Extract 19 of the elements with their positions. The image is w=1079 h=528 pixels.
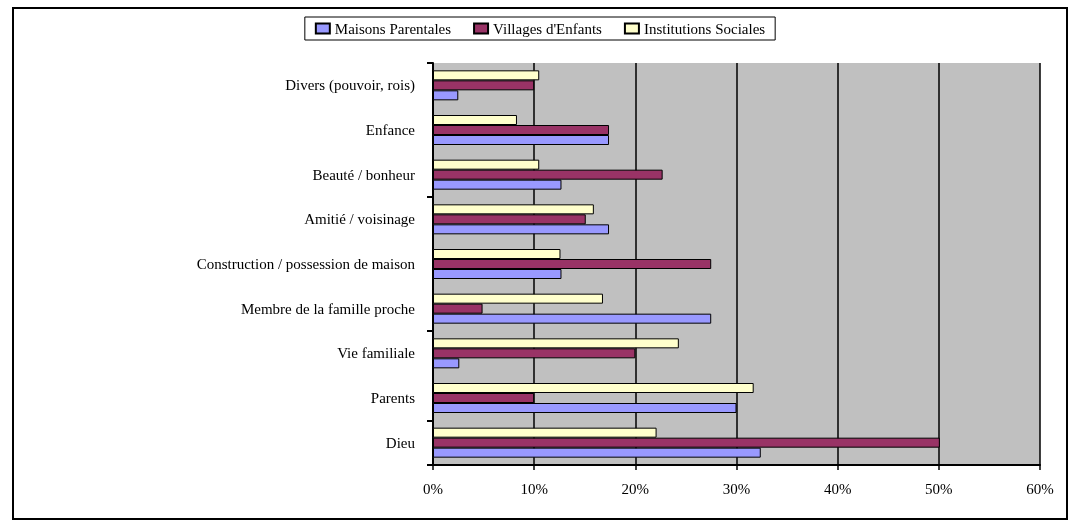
x-tick-label: 40% xyxy=(823,480,852,497)
y-tick-label: Construction / possession de maison xyxy=(196,256,416,272)
legend-label: Villages d'Enfants xyxy=(493,20,603,37)
x-tick-label: 0% xyxy=(423,480,443,497)
x-tick-label: 20% xyxy=(621,480,650,497)
legend-label: Maisons Parentales xyxy=(334,20,452,37)
y-tick-label: Divers (pouvoir, rois) xyxy=(285,77,415,95)
y-tick-label: Enfance xyxy=(365,122,416,138)
x-tick-label: 10% xyxy=(520,480,548,497)
x-tick-label: 50% xyxy=(925,480,953,497)
y-tick-label: Amitié / voisinage xyxy=(304,211,416,228)
y-tick-label: Parents xyxy=(370,390,416,406)
x-tick-label: 30% xyxy=(722,480,751,497)
y-tick-label: Dieu xyxy=(385,434,416,451)
y-tick-label: Vie familiale xyxy=(337,345,416,362)
x-tick-label: 60% xyxy=(1026,480,1054,497)
y-tick-label: Membre de la famille proche xyxy=(240,300,416,317)
legend-label: Institutions Sociales xyxy=(643,20,766,37)
y-tick-label: Beauté / bonheur xyxy=(312,166,415,183)
